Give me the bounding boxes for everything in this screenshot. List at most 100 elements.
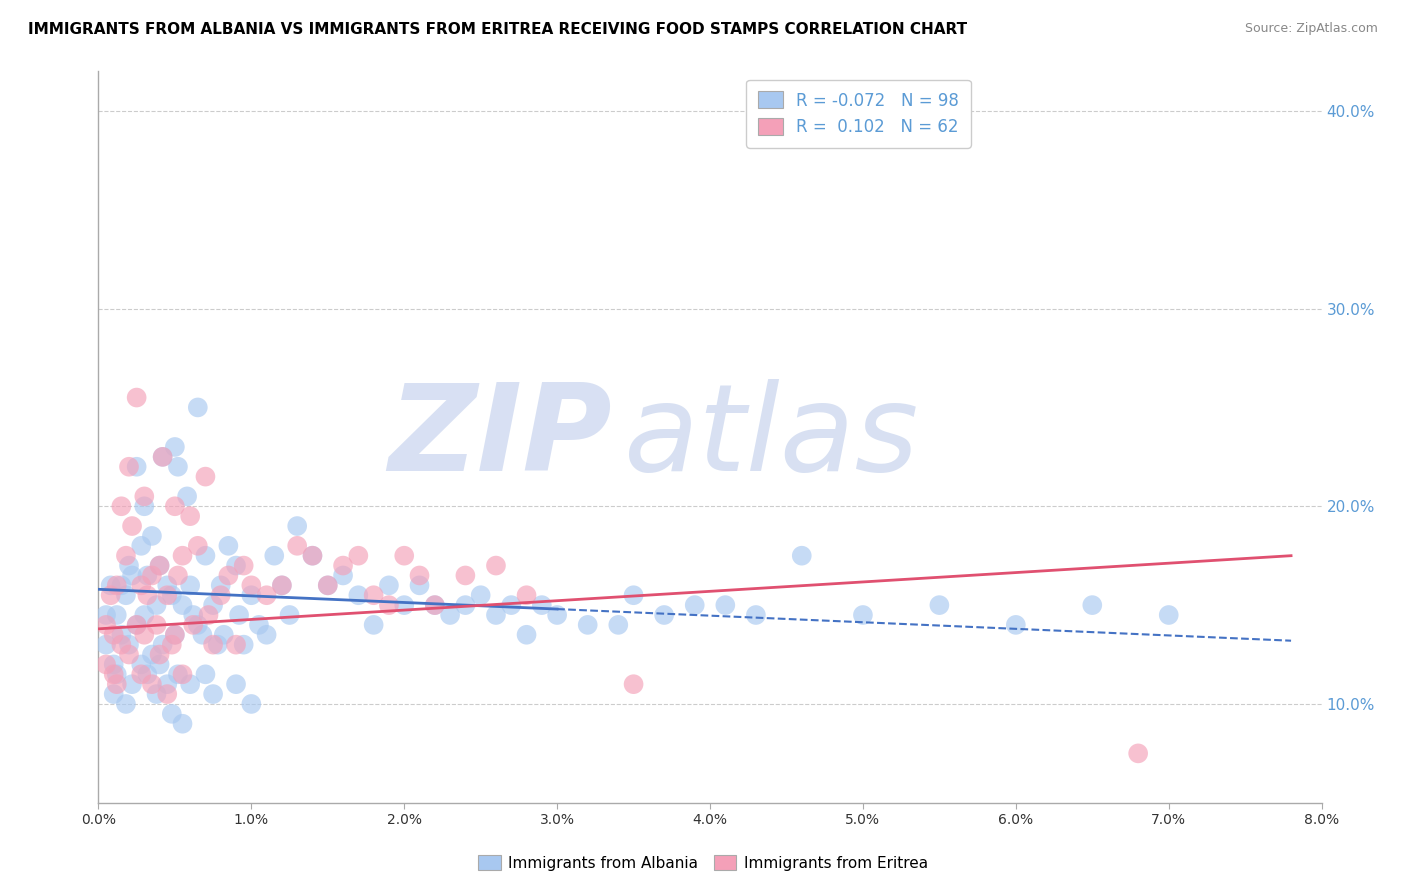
Point — [118, 638, 141, 652]
Point — [332, 558, 354, 573]
Point — [156, 578, 179, 592]
Point — [256, 588, 278, 602]
Point — [225, 558, 247, 573]
Point — [103, 667, 125, 681]
Point — [179, 578, 201, 592]
Point — [485, 607, 508, 622]
Point — [278, 607, 301, 622]
Point — [181, 607, 204, 622]
Point — [202, 687, 225, 701]
Point — [347, 588, 370, 602]
Point — [160, 638, 183, 652]
Point — [1128, 747, 1150, 761]
Point — [232, 558, 254, 573]
Point — [623, 588, 645, 602]
Point — [470, 588, 492, 602]
Point — [141, 529, 163, 543]
Point — [790, 549, 813, 563]
Point — [207, 638, 229, 652]
Point — [136, 667, 159, 681]
Point — [247, 618, 270, 632]
Point — [118, 459, 141, 474]
Point — [94, 657, 117, 672]
Point — [301, 549, 323, 563]
Point — [378, 578, 401, 592]
Point — [228, 607, 250, 622]
Point — [423, 598, 446, 612]
Point — [134, 607, 156, 622]
Point — [439, 607, 461, 622]
Point — [129, 657, 152, 672]
Point — [103, 628, 125, 642]
Point — [167, 667, 190, 681]
Point — [454, 568, 477, 582]
Point — [152, 450, 174, 464]
Point — [141, 568, 163, 582]
Point — [240, 697, 263, 711]
Point — [110, 578, 132, 592]
Point — [209, 588, 232, 602]
Point — [225, 677, 247, 691]
Point — [270, 578, 294, 592]
Point — [301, 549, 323, 563]
Point — [172, 549, 194, 563]
Point — [134, 489, 156, 503]
Point — [181, 618, 204, 632]
Point — [546, 607, 568, 622]
Point — [125, 618, 148, 632]
Point — [576, 618, 599, 632]
Point — [149, 648, 172, 662]
Point — [363, 588, 385, 602]
Point — [152, 450, 174, 464]
Point — [110, 500, 132, 514]
Point — [485, 558, 508, 573]
Point — [392, 549, 416, 563]
Point — [285, 519, 308, 533]
Point — [136, 588, 159, 602]
Point — [501, 598, 523, 612]
Point — [149, 657, 172, 672]
Point — [194, 667, 217, 681]
Point — [125, 391, 148, 405]
Point — [172, 598, 194, 612]
Point — [103, 657, 125, 672]
Point — [141, 677, 163, 691]
Point — [270, 578, 294, 592]
Point — [134, 628, 156, 642]
Point — [1081, 598, 1104, 612]
Point — [179, 509, 201, 524]
Point — [129, 578, 152, 592]
Point — [1004, 618, 1026, 632]
Point — [197, 607, 219, 622]
Text: ZIP: ZIP — [388, 378, 612, 496]
Point — [515, 628, 537, 642]
Point — [115, 697, 138, 711]
Point — [125, 459, 148, 474]
Point — [103, 687, 125, 701]
Point — [121, 677, 143, 691]
Point — [928, 598, 950, 612]
Point — [105, 677, 128, 691]
Text: IMMIGRANTS FROM ALBANIA VS IMMIGRANTS FROM ERITREA RECEIVING FOOD STAMPS CORRELA: IMMIGRANTS FROM ALBANIA VS IMMIGRANTS FR… — [28, 22, 967, 37]
Point — [152, 638, 174, 652]
Point — [209, 578, 232, 592]
Point — [149, 558, 172, 573]
Point — [1157, 607, 1180, 622]
Point — [263, 549, 285, 563]
Point — [316, 578, 339, 592]
Point — [145, 687, 167, 701]
Point — [187, 618, 209, 632]
Point — [187, 401, 209, 415]
Point — [194, 549, 217, 563]
Point — [745, 607, 768, 622]
Point — [156, 687, 179, 701]
Point — [105, 607, 128, 622]
Point — [156, 677, 179, 691]
Text: atlas: atlas — [624, 378, 920, 496]
Point — [156, 588, 179, 602]
Point — [118, 558, 141, 573]
Point — [145, 618, 167, 632]
Legend: Immigrants from Albania, Immigrants from Eritrea: Immigrants from Albania, Immigrants from… — [468, 846, 938, 880]
Point — [363, 618, 385, 632]
Point — [217, 568, 239, 582]
